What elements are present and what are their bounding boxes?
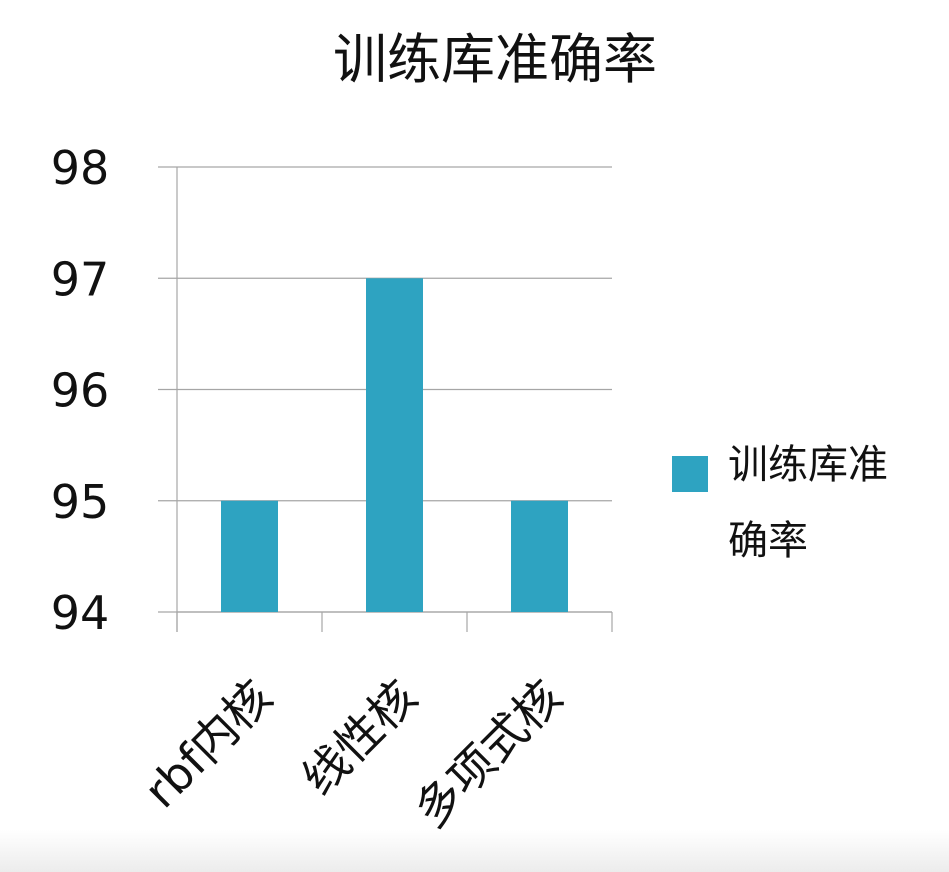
y-tick-labels: 94 95 96 97 98 xyxy=(51,141,110,640)
bar xyxy=(366,278,423,612)
window-bottom-edge xyxy=(0,830,949,872)
legend-label-line: 训练库准 xyxy=(728,442,888,488)
x-tick-label: 线性核 xyxy=(292,670,428,806)
x-axis xyxy=(176,611,613,632)
legend-swatch xyxy=(672,456,708,492)
x-tick-label: rbf内核 xyxy=(134,670,283,819)
y-tick-label: 98 xyxy=(51,141,110,195)
legend-label-line: 确率 xyxy=(728,518,808,564)
bar xyxy=(221,500,278,612)
bars xyxy=(221,278,568,612)
legend-label: 训练库准确率 xyxy=(728,442,888,564)
chart-title: 训练库准确率 xyxy=(333,28,657,91)
legend: 训练库准确率 xyxy=(672,442,888,564)
x-tick-label: 多项式核 xyxy=(404,670,572,838)
y-tick-label: 94 xyxy=(51,586,110,640)
y-tick-label: 96 xyxy=(51,364,110,418)
y-tick-label: 95 xyxy=(51,475,110,529)
bar xyxy=(511,500,568,612)
y-tick-label: 97 xyxy=(51,252,110,306)
